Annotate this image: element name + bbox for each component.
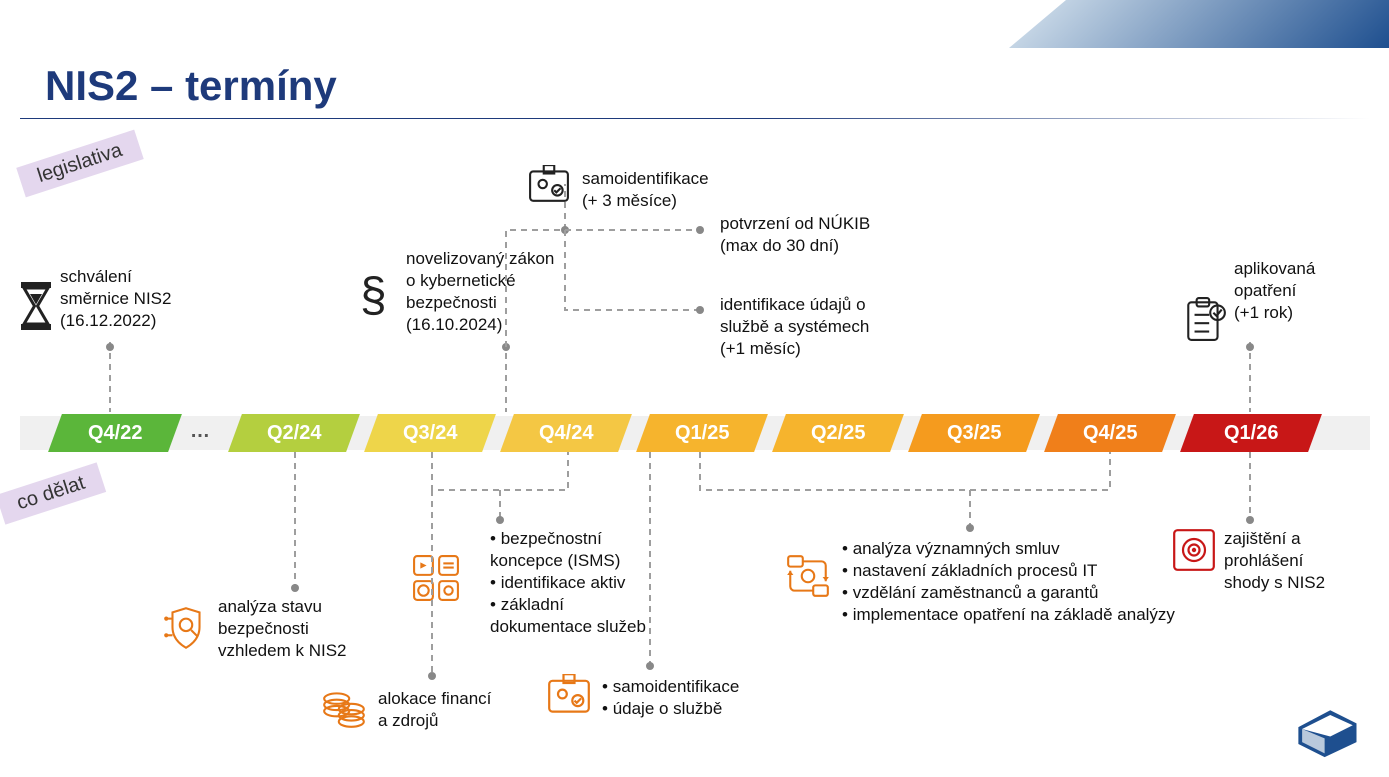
text: (16.12.2022) — [60, 310, 171, 332]
text: (+ 3 měsíce) — [582, 190, 709, 212]
upper-approval: schválení směrnice NIS2 (16.12.2022) — [60, 266, 171, 332]
text: o kybernetické — [406, 270, 554, 292]
timeline-segment-label: Q4/24 — [539, 414, 593, 452]
modules-icon — [412, 554, 460, 602]
text: alokace financí — [378, 688, 491, 710]
upper-applied: aplikovaná opatření (+1 rok) — [1234, 258, 1315, 324]
title-underline — [20, 118, 1370, 119]
text: bezpečnosti — [218, 618, 347, 640]
paragraph-icon: § — [360, 268, 387, 323]
timeline-segment-label: Q4/25 — [1083, 414, 1137, 452]
timeline-segment-label: Q2/24 — [267, 414, 321, 452]
upper-law: novelizovaný zákon o kybernetické bezpeč… — [406, 248, 554, 336]
timeline-segment-label: Q1/25 — [675, 414, 729, 452]
timeline-segment: Q4/22 — [48, 414, 182, 452]
timeline-segment-label: Q2/25 — [811, 414, 865, 452]
lower-analysis: analýza stavu bezpečnosti vzhledem k NIS… — [218, 596, 347, 662]
timeline-segment: Q2/24 — [228, 414, 360, 452]
list-item: analýza významných smluv — [842, 538, 1175, 560]
lower-alloc: alokace financí a zdrojů — [378, 688, 491, 732]
list-item: nastavení základních procesů IT — [842, 560, 1175, 582]
text: shody s NIS2 — [1224, 572, 1325, 594]
upper-selfid: samoidentifikace (+ 3 měsíce) — [582, 168, 709, 212]
timeline-segment-label: Q3/25 — [947, 414, 1001, 452]
timeline-segment-label: Q3/24 — [403, 414, 457, 452]
list-item: implementace opatření na základě analýzy — [842, 604, 1175, 626]
seal-icon — [1172, 528, 1216, 572]
list-item: samoidentifikace — [602, 676, 739, 698]
checklist-icon — [1184, 296, 1226, 342]
text: prohlášení — [1224, 550, 1325, 572]
list-item: bezpečnostní koncepce (ISMS) — [490, 528, 650, 572]
upper-identify: identifikace údajů o službě a systémech … — [720, 294, 869, 360]
timeline-segment: Q4/25 — [1044, 414, 1176, 452]
text: vzhledem k NIS2 — [218, 640, 347, 662]
timeline-segment: Q4/24 — [500, 414, 632, 452]
upper-confirm: potvrzení od NÚKIB (max do 30 dní) — [720, 213, 870, 257]
list-item: údaje o službě — [602, 698, 739, 720]
text: opatření — [1234, 280, 1315, 302]
tag-co-delat: co dělat — [0, 462, 106, 524]
text: zajištění a — [1224, 528, 1325, 550]
timeline-ellipsis: … — [190, 420, 210, 443]
id-badge-orange-icon — [547, 674, 591, 714]
text: schválení — [60, 266, 171, 288]
text: směrnice NIS2 — [60, 288, 171, 310]
shield-analysis-icon — [160, 604, 212, 652]
process-icon — [784, 552, 832, 600]
lower-process-list: analýza významných smluvnastavení základ… — [842, 538, 1175, 626]
text: (+1 měsíc) — [720, 338, 869, 360]
lower-compliance: zajištění a prohlášení shody s NIS2 — [1224, 528, 1325, 594]
timeline-segment: Q2/25 — [772, 414, 904, 452]
text: potvrzení od NÚKIB — [720, 213, 870, 235]
header-accent — [1009, 0, 1389, 48]
text: analýza stavu — [218, 596, 347, 618]
text: službě a systémech — [720, 316, 869, 338]
timeline-segment-label: Q4/22 — [88, 414, 142, 452]
text: (+1 rok) — [1234, 302, 1315, 324]
page-title: NIS2 – termíny — [45, 62, 337, 110]
timeline-segment: Q1/25 — [636, 414, 768, 452]
text: identifikace údajů o — [720, 294, 869, 316]
tag-legislativa: legislativa — [16, 130, 143, 198]
lower-selfid-list: samoidentifikaceúdaje o službě — [602, 676, 739, 720]
lower-isms-list: bezpečnostní koncepce (ISMS)identifikace… — [490, 528, 650, 638]
text: (16.10.2024) — [406, 314, 554, 336]
list-item: základní dokumentace služeb — [490, 594, 650, 638]
timeline-segment: Q3/24 — [364, 414, 496, 452]
text: bezpečnosti — [406, 292, 554, 314]
hourglass-icon — [18, 282, 54, 330]
timeline-segment-label: Q1/26 — [1224, 414, 1278, 452]
id-badge-icon — [528, 165, 570, 203]
company-logo-icon — [1289, 699, 1364, 759]
text: (max do 30 dní) — [720, 235, 870, 257]
text: aplikovaná — [1234, 258, 1315, 280]
list-item: identifikace aktiv — [490, 572, 650, 594]
list-item: vzdělání zaměstnanců a garantů — [842, 582, 1175, 604]
timeline-segment: Q1/26 — [1180, 414, 1322, 452]
text: novelizovaný zákon — [406, 248, 554, 270]
coins-icon — [320, 688, 368, 728]
text: samoidentifikace — [582, 168, 709, 190]
timeline-segment: Q3/25 — [908, 414, 1040, 452]
connectors — [0, 0, 1389, 777]
text: a zdrojů — [378, 710, 491, 732]
